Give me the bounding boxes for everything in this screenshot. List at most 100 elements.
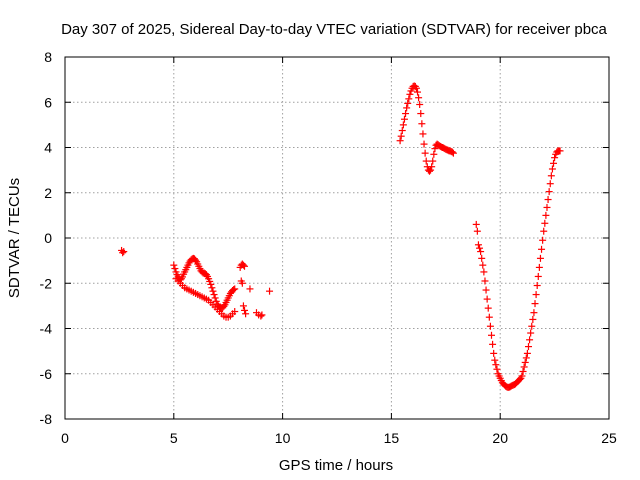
data-point [209, 287, 217, 295]
data-point [210, 291, 218, 299]
x-tick-label: 0 [61, 430, 69, 446]
data-point [211, 294, 219, 302]
y-tick-label: 0 [44, 230, 52, 246]
data-point [474, 241, 482, 249]
y-tick-label: -4 [40, 321, 53, 337]
data-point [241, 262, 249, 270]
data-point [550, 159, 558, 167]
data-point [546, 180, 554, 188]
x-tick-label: 10 [275, 430, 291, 446]
data-point [522, 354, 530, 362]
data-point [427, 166, 435, 174]
data-point [477, 248, 485, 256]
data-point [206, 277, 214, 285]
data-point [208, 284, 216, 292]
data-point [246, 285, 254, 293]
data-point [257, 312, 265, 320]
data-point [545, 188, 553, 196]
data-point [428, 163, 436, 171]
data-point [418, 120, 426, 128]
data-point [556, 147, 564, 155]
data-point [403, 104, 411, 112]
data-point [448, 148, 456, 156]
data-point [429, 157, 437, 165]
data-point [532, 291, 540, 299]
data-point [266, 287, 274, 295]
data-point [527, 329, 535, 337]
data-point [551, 154, 559, 162]
data-point [231, 285, 239, 293]
data-point [397, 132, 405, 140]
data-point [400, 115, 408, 123]
data-point [482, 286, 490, 294]
data-point [521, 358, 529, 366]
data-point [489, 340, 497, 348]
data-point [528, 322, 536, 330]
chart-title: Day 307 of 2025, Sidereal Day-to-day VTE… [61, 21, 607, 38]
y-tick-label: -6 [40, 366, 53, 382]
data-point [399, 121, 407, 129]
data-point [404, 99, 412, 107]
data-point [481, 277, 489, 285]
data-point [518, 372, 526, 380]
data-point [519, 367, 527, 375]
data-point [398, 127, 406, 135]
data-point [419, 130, 427, 138]
data-point [520, 363, 528, 371]
data-point [479, 261, 487, 269]
x-tick-labels: 0 5 10 15 20 25 [61, 430, 617, 446]
data-point [530, 309, 538, 317]
data-point [472, 220, 480, 228]
data-point [493, 365, 501, 373]
data-point [541, 219, 549, 227]
data-point [484, 304, 492, 312]
data-point [120, 248, 128, 256]
data-point [416, 101, 424, 109]
data-point [548, 165, 556, 173]
data-point [491, 356, 499, 364]
x-tick-label: 15 [384, 430, 400, 446]
y-axis-label: SDTVAR / TECUs [6, 178, 23, 298]
data-point [473, 227, 481, 235]
data-point [258, 311, 266, 319]
data-point [412, 84, 420, 92]
data-point [207, 280, 215, 288]
x-tick-label: 25 [601, 430, 617, 446]
data-point [242, 310, 250, 318]
data-point [405, 95, 413, 103]
data-point [524, 343, 532, 351]
data-point [414, 88, 422, 96]
data-point [487, 331, 495, 339]
data-point [430, 150, 438, 158]
data-point [119, 249, 127, 257]
data-point [544, 196, 552, 204]
y-tick-label: -2 [40, 275, 53, 291]
data-point [540, 227, 548, 235]
y-tick-label: 8 [44, 49, 52, 65]
data-point [476, 244, 484, 252]
data-point [478, 254, 486, 262]
y-tick-label: 2 [44, 185, 52, 201]
data-point [170, 261, 178, 269]
y-tick-labels: -8 -6 -4 -2 0 2 4 6 8 [40, 49, 53, 427]
data-point [239, 261, 247, 269]
data-point [421, 149, 429, 157]
data-point [238, 279, 246, 287]
data-point [543, 203, 551, 211]
data-point [415, 94, 423, 102]
data-point [402, 110, 410, 118]
data-point [534, 272, 542, 280]
data-point [192, 256, 200, 264]
data-point [406, 90, 414, 98]
data-point [239, 302, 247, 310]
data-point [533, 282, 541, 290]
y-tick-label: -8 [40, 411, 53, 427]
data-point [492, 361, 500, 369]
y-tick-label: 4 [44, 140, 52, 156]
data-point [539, 236, 547, 244]
data-point [523, 349, 531, 357]
data-point [417, 110, 425, 118]
data-point [220, 302, 228, 310]
data-point [420, 140, 428, 148]
